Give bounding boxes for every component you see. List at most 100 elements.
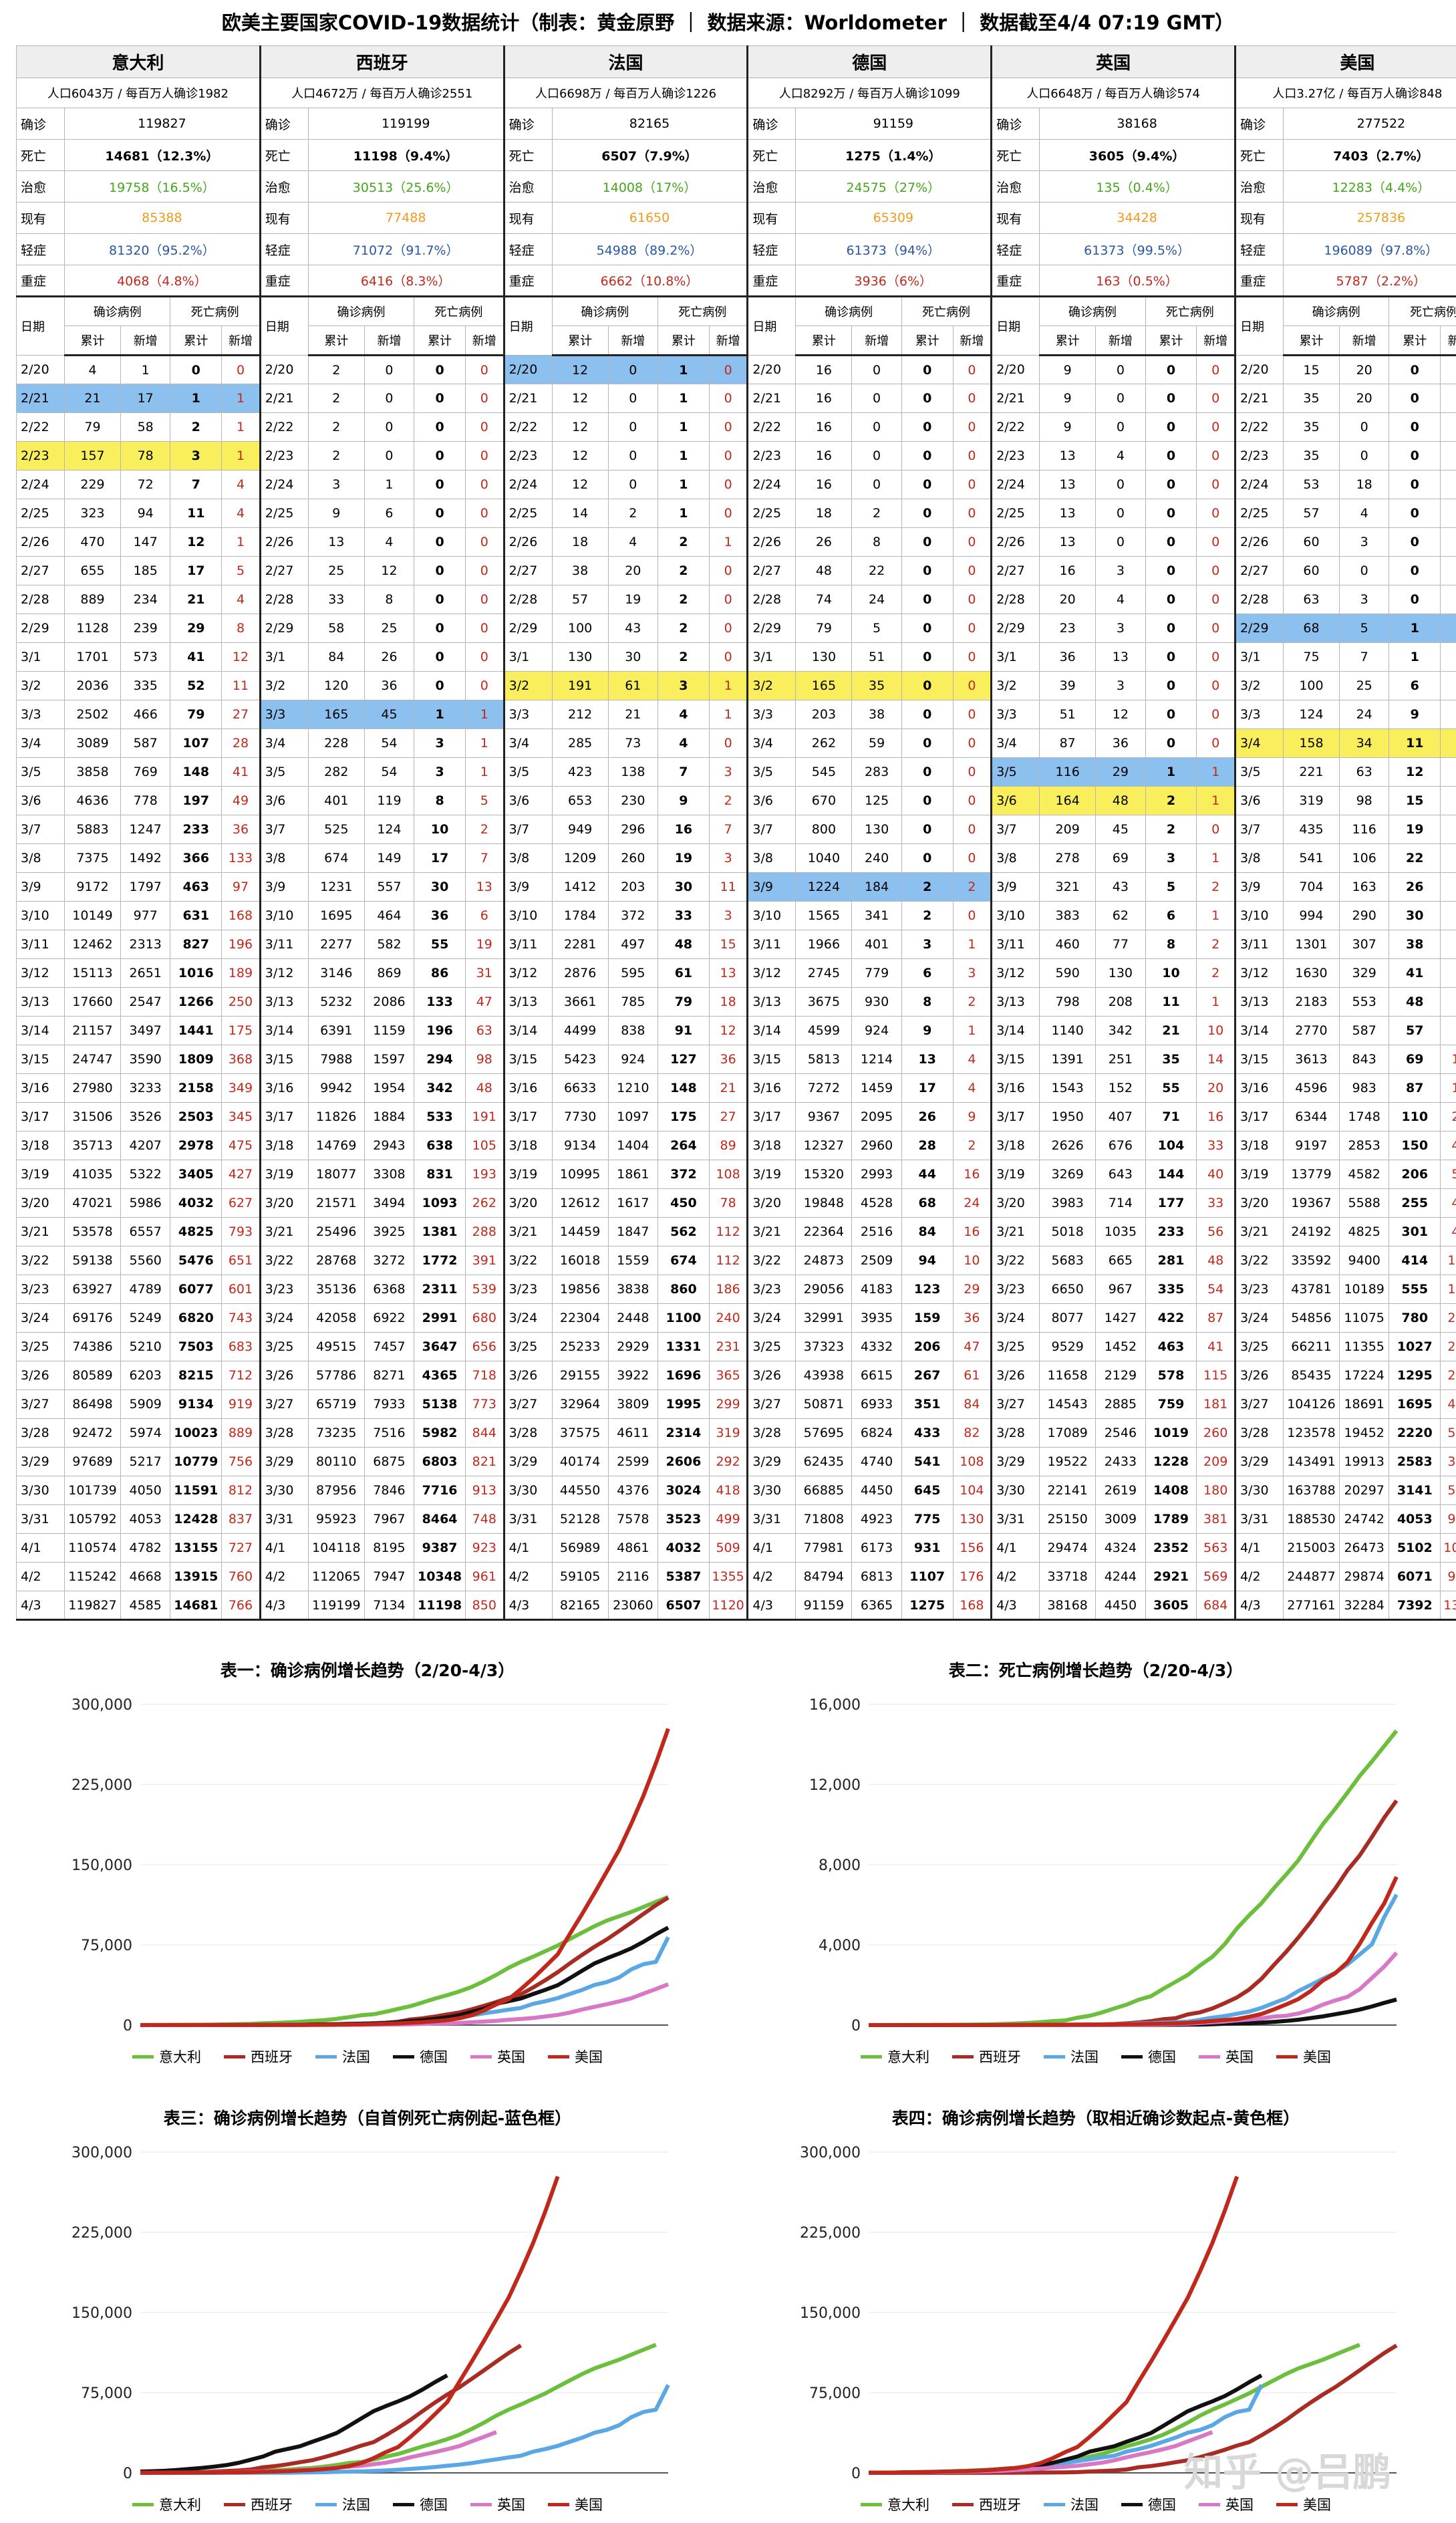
y-tick-label: 300,000 — [71, 1697, 132, 1714]
deaths-cum: 84 — [901, 1217, 954, 1246]
deaths-cum: 68 — [901, 1188, 954, 1218]
cases-new: 3272 — [363, 1246, 415, 1275]
cases-new: 7967 — [363, 1504, 415, 1534]
deaths-new: 27 — [708, 1102, 748, 1132]
cases-cum: 69176 — [64, 1303, 121, 1333]
cases-new: 25 — [1338, 671, 1390, 700]
deaths-new: 2 — [1196, 958, 1235, 988]
page-title: 欧美主要国家COVID-19数据统计（制表：黄金原野 ｜ 数据来源：Worldo… — [221, 11, 1235, 34]
date-cell: 4/1 — [502, 1533, 553, 1563]
legend-label: 德国 — [420, 2049, 448, 2065]
deaths-new: 656 — [464, 1332, 504, 1361]
cases-new: 2 — [607, 499, 659, 528]
cases-new: 4861 — [607, 1533, 659, 1563]
deaths-cum: 0 — [1389, 585, 1441, 614]
deaths-new: 7 — [1440, 987, 1456, 1017]
legend-label: 意大利 — [887, 2497, 929, 2513]
deaths-new: 54 — [1196, 1275, 1235, 1304]
deaths-cum: 562 — [658, 1217, 710, 1246]
date-cell: 3/30 — [746, 1476, 796, 1505]
deaths-new: 108 — [708, 1160, 748, 1189]
cases-new: 0 — [1095, 527, 1146, 557]
deaths-new: 680 — [464, 1303, 504, 1333]
series-line-usa — [140, 2175, 560, 2475]
deaths-new: 11 — [221, 671, 261, 700]
cases-cum: 285 — [551, 728, 609, 758]
date-header: 日期 — [16, 296, 65, 356]
cases-new: 11075 — [1338, 1303, 1390, 1333]
deaths-cum: 301 — [1389, 1217, 1441, 1246]
deaths-new: 0 — [708, 614, 748, 643]
deaths-cum: 29 — [170, 614, 223, 643]
deaths-new: 2 — [1196, 930, 1235, 959]
deaths-cum: 7392 — [1389, 1591, 1441, 1621]
cases-new: 17224 — [1338, 1361, 1390, 1390]
date-cell: 3/6 — [16, 786, 65, 815]
cases-new: 983 — [1338, 1073, 1390, 1103]
deaths-new: 1049 — [1440, 1533, 1456, 1563]
deaths-new: 41 — [221, 757, 261, 787]
cases-new: 124 — [363, 815, 415, 844]
y-tick-label: 12,000 — [809, 1777, 861, 1794]
deaths-new: 0 — [1196, 470, 1235, 499]
cases-new: 4450 — [851, 1476, 902, 1505]
deaths-new: 349 — [221, 1073, 261, 1103]
cases-new: 2547 — [120, 987, 171, 1017]
date-cell: 3/10 — [990, 901, 1040, 930]
deaths-new: 1 — [464, 757, 504, 787]
deaths-new: 2 — [952, 872, 992, 902]
cases-new: 342 — [1095, 1016, 1146, 1045]
stat-label: 轻症 — [1233, 233, 1284, 265]
date-cell: 3/31 — [16, 1504, 65, 1534]
cases-new: 7457 — [363, 1332, 415, 1361]
date-cell: 3/23 — [16, 1275, 65, 1304]
cases-new: 36 — [363, 671, 415, 700]
y-tick-label: 8,000 — [819, 1857, 861, 1874]
deaths-new: 0 — [708, 355, 748, 384]
cases-cum: 38 — [551, 556, 609, 585]
deaths-new: 4 — [221, 585, 261, 614]
deaths-cum: 1 — [658, 470, 710, 499]
date-cell: 2/25 — [16, 499, 65, 528]
deaths-new: 115 — [1196, 1361, 1235, 1390]
date-cell: 3/20 — [16, 1188, 65, 1218]
date-cell: 3/6 — [259, 786, 309, 815]
cases-cum: 653 — [551, 786, 609, 815]
legend-label: 美国 — [1303, 2497, 1331, 2513]
y-tick-label: 225,000 — [71, 1777, 132, 1794]
date-cell: 2/27 — [990, 556, 1040, 585]
cases-cum: 49515 — [307, 1332, 365, 1361]
cases-new: 8 — [851, 527, 902, 557]
deaths-header: 死亡病例 — [170, 296, 261, 326]
date-cell: 2/21 — [16, 384, 65, 413]
legend-label: 英国 — [1225, 2497, 1254, 2513]
date-cell: 3/14 — [746, 1016, 796, 1045]
deaths-cum: 3405 — [170, 1160, 223, 1189]
sub-header: 累计 — [1039, 325, 1097, 356]
deaths-cum: 2 — [658, 614, 710, 643]
deaths-cum: 1695 — [1389, 1389, 1441, 1419]
cases-cum: 59105 — [551, 1562, 609, 1591]
cases-cum: 51 — [1039, 700, 1097, 729]
date-cell: 3/8 — [502, 843, 553, 873]
deaths-cum: 267 — [901, 1361, 954, 1390]
date-cell: 3/16 — [259, 1073, 309, 1103]
deaths-new: 601 — [221, 1275, 261, 1304]
deaths-cum: 0 — [901, 470, 954, 499]
deaths-new: 0 — [952, 901, 992, 930]
cases-cum: 1140 — [1039, 1016, 1097, 1045]
cases-cum: 9197 — [1282, 1131, 1340, 1160]
cases-new: 0 — [607, 470, 659, 499]
deaths-new: 3 — [708, 843, 748, 873]
date-cell: 3/4 — [259, 728, 309, 758]
deaths-new: 28 — [221, 728, 261, 758]
deaths-new: 13 — [464, 872, 504, 902]
cases-cum: 3858 — [64, 757, 121, 787]
date-cell: 3/9 — [1233, 872, 1284, 902]
deaths-new: 0 — [952, 786, 992, 815]
chart-legend: 意大利 西班牙 法国 德国 英国 美国 — [60, 2493, 675, 2516]
cases-cum: 48 — [795, 556, 853, 585]
cases-new: 464 — [363, 901, 415, 930]
series-line-italy — [140, 1895, 670, 2027]
